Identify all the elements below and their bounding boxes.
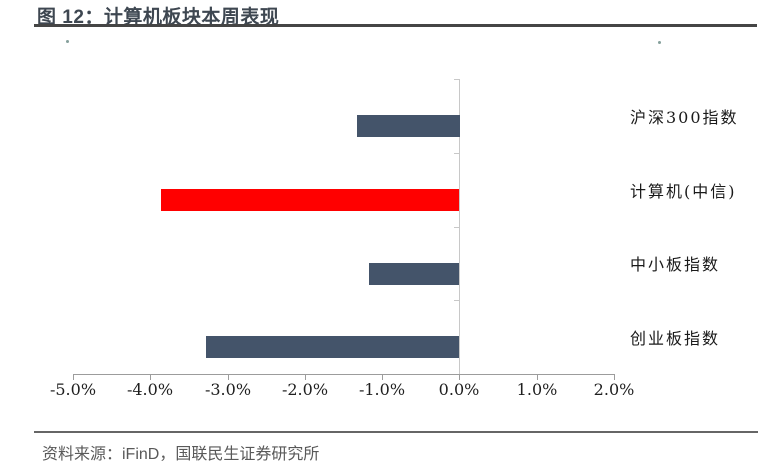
x-axis-tick <box>228 374 229 380</box>
x-axis-line <box>73 374 615 375</box>
source-note: 资料来源：iFinD，国联民生证券研究所 <box>42 446 320 463</box>
x-tick-label: 1.0% <box>516 380 558 399</box>
category-axis-tick <box>454 153 459 154</box>
x-axis-tick <box>614 374 615 380</box>
x-tick-label: -5.0% <box>49 380 97 399</box>
stray-dot <box>66 40 69 43</box>
x-tick-label: 0.0% <box>438 380 480 399</box>
category-label: 中小板指数 <box>630 255 721 274</box>
bar <box>206 336 459 358</box>
x-axis-tick <box>382 374 383 380</box>
x-tick-label: -2.0% <box>281 380 329 399</box>
bar <box>161 189 459 211</box>
x-axis-tick <box>537 374 538 380</box>
category-axis-tick <box>454 227 459 228</box>
x-axis-tick <box>73 374 74 380</box>
category-axis-line <box>459 79 460 374</box>
category-label: 创业板指数 <box>630 329 721 348</box>
bar <box>369 263 459 285</box>
category-label: 沪深300指数 <box>630 108 739 127</box>
x-axis-tick <box>305 374 306 380</box>
bar <box>357 115 460 137</box>
x-axis-tick <box>459 374 460 380</box>
title-rule <box>34 24 757 27</box>
x-tick-label: -3.0% <box>204 380 252 399</box>
stray-dot <box>658 41 661 44</box>
category-label: 计算机(中信) <box>630 182 737 201</box>
footer-rule <box>34 431 758 433</box>
category-axis-tick <box>454 79 459 80</box>
x-tick-label: -4.0% <box>126 380 174 399</box>
x-tick-label: 2.0% <box>593 380 635 399</box>
x-axis-tick <box>150 374 151 380</box>
figure-title: 图 12：计算机板块本周表现 <box>37 7 280 28</box>
x-tick-label: -1.0% <box>358 380 406 399</box>
category-axis-tick <box>454 300 459 301</box>
